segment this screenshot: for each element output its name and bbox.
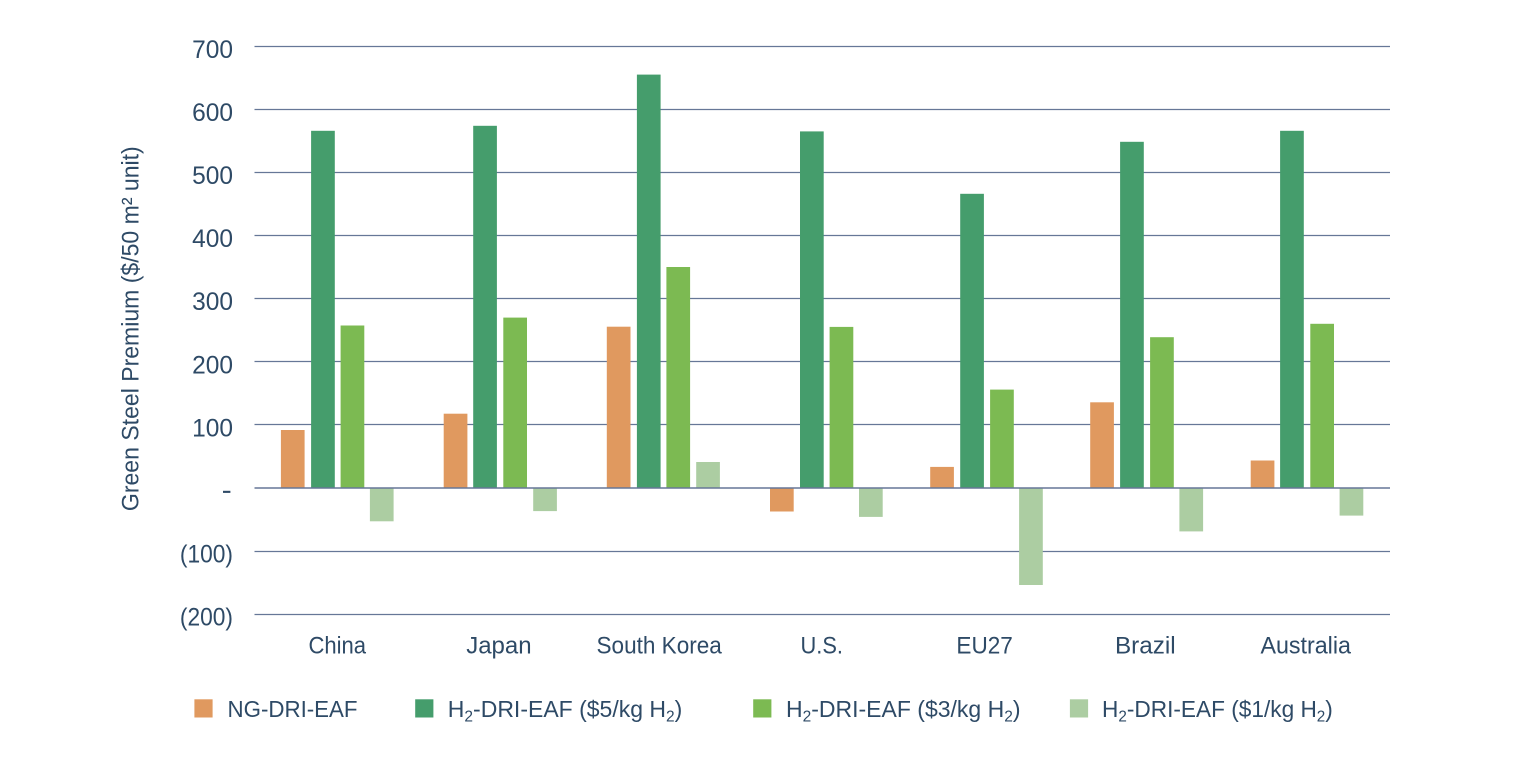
svg-text:U.S.: U.S. bbox=[801, 632, 843, 659]
svg-text:H2-DRI-EAF ($5/kg H2): H2-DRI-EAF ($5/kg H2) bbox=[448, 696, 683, 726]
svg-text:China: China bbox=[308, 632, 366, 659]
svg-text:(200): (200) bbox=[180, 604, 233, 632]
svg-text:Brazil: Brazil bbox=[1115, 633, 1176, 660]
svg-text:400: 400 bbox=[192, 226, 233, 253]
svg-text:300: 300 bbox=[192, 289, 233, 316]
svg-text:500: 500 bbox=[192, 163, 233, 190]
svg-text:600: 600 bbox=[192, 100, 233, 127]
svg-text:(100): (100) bbox=[180, 541, 233, 569]
svg-text:100: 100 bbox=[192, 415, 233, 442]
svg-text:Australia: Australia bbox=[1260, 632, 1351, 660]
svg-text:H2-DRI-EAF ($1/kg H2): H2-DRI-EAF ($1/kg H2) bbox=[1102, 696, 1333, 726]
svg-text:700: 700 bbox=[192, 37, 233, 64]
svg-text:Japan: Japan bbox=[466, 632, 531, 659]
svg-text:EU27: EU27 bbox=[956, 632, 1012, 659]
svg-text:South Korea: South Korea bbox=[597, 632, 723, 659]
svg-text:H2-DRI-EAF ($3/kg H2): H2-DRI-EAF ($3/kg H2) bbox=[786, 696, 1021, 726]
svg-text:200: 200 bbox=[192, 352, 233, 379]
svg-text:Green Steel Premium ($/50 m² u: Green Steel Premium ($/50 m² unit) bbox=[117, 146, 144, 511]
svg-text:NG-DRI-EAF: NG-DRI-EAF bbox=[228, 696, 358, 722]
